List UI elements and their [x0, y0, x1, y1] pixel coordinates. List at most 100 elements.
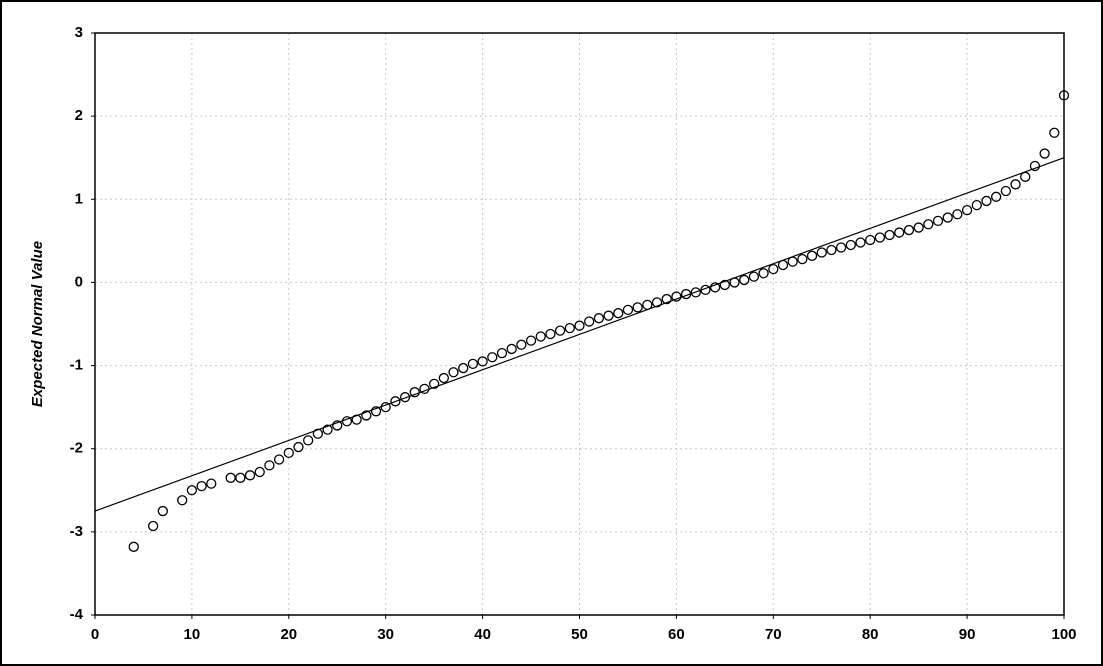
data-point — [593, 313, 605, 324]
x-tick-label: 30 — [377, 626, 394, 643]
y-tick-label: 2 — [75, 107, 83, 124]
data-point — [370, 406, 382, 417]
data-point — [235, 472, 246, 483]
data-point — [458, 362, 469, 374]
data-point — [816, 247, 827, 258]
plot-frame — [94, 32, 1065, 616]
data-point — [952, 209, 963, 220]
y-tick-label: 3 — [75, 24, 83, 41]
data-point — [1058, 90, 1070, 101]
data-point — [186, 485, 198, 496]
data-point — [206, 478, 217, 489]
data-point — [177, 495, 188, 506]
data-point — [196, 480, 207, 492]
data-point — [787, 256, 798, 267]
data-point — [564, 323, 575, 334]
data-point — [865, 234, 876, 246]
data-point — [991, 191, 1002, 202]
y-axis-label: Expected Normal Value — [29, 241, 46, 407]
data-point — [448, 367, 459, 378]
data-point — [264, 460, 275, 471]
data-point — [322, 424, 333, 435]
data-point — [961, 204, 973, 216]
data-point — [525, 335, 537, 346]
data-point — [554, 325, 566, 336]
data-point — [545, 328, 556, 340]
data-point — [622, 304, 634, 316]
data-point — [157, 505, 168, 517]
y-tick-label: 1 — [75, 190, 83, 207]
data-point — [855, 237, 866, 248]
data-point — [661, 293, 672, 305]
data-point — [535, 331, 546, 342]
data-point — [806, 250, 818, 261]
data-point — [273, 454, 285, 465]
data-point — [651, 297, 663, 308]
x-tick-label: 0 — [91, 626, 99, 643]
data-point — [1029, 160, 1041, 172]
data-point — [719, 279, 730, 291]
data-point — [603, 310, 614, 321]
data-point — [399, 392, 411, 403]
y-tick-label: -4 — [70, 606, 84, 623]
data-point — [768, 263, 779, 275]
x-tick-label: 40 — [474, 626, 491, 643]
x-tick-label: 20 — [280, 626, 297, 643]
data-point — [835, 242, 847, 253]
data-point — [1010, 179, 1021, 190]
data-point — [758, 268, 769, 279]
data-point — [942, 212, 953, 223]
data-point — [506, 343, 517, 355]
data-point — [1020, 171, 1031, 182]
y-tick-label: -1 — [70, 357, 83, 374]
data-point — [438, 372, 449, 384]
data-point — [874, 232, 886, 243]
data-point — [1049, 127, 1060, 138]
data-point — [428, 378, 440, 390]
data-point — [147, 520, 159, 532]
data-point — [303, 435, 314, 446]
data-point — [894, 227, 905, 238]
x-tick-label: 100 — [1051, 626, 1076, 643]
data-point — [613, 308, 624, 319]
data-point — [826, 244, 837, 256]
y-tick-label: -3 — [70, 523, 83, 540]
data-point — [487, 352, 498, 363]
x-tick-label: 10 — [184, 626, 201, 643]
data-point — [923, 219, 934, 230]
data-point — [516, 339, 527, 350]
x-tick-label: 70 — [765, 626, 782, 643]
data-point — [283, 447, 294, 459]
y-tick-label: 0 — [75, 273, 83, 290]
data-point — [971, 199, 982, 211]
data-point — [477, 356, 488, 367]
x-tick-label: 90 — [959, 626, 976, 643]
data-point — [390, 396, 401, 407]
x-tick-label: 50 — [571, 626, 588, 643]
data-point — [748, 271, 760, 282]
data-point — [332, 420, 343, 431]
x-tick-label: 60 — [668, 626, 685, 643]
data-point — [845, 239, 856, 251]
data-point — [254, 466, 265, 478]
data-point — [671, 291, 682, 302]
data-point — [710, 282, 721, 293]
data-point — [496, 347, 508, 359]
data-point — [903, 224, 915, 236]
data-point — [690, 287, 701, 298]
data-point — [361, 410, 372, 421]
data-point — [884, 229, 895, 241]
x-tick-label: 80 — [862, 626, 879, 643]
data-point — [797, 253, 808, 265]
data-point — [913, 222, 924, 233]
data-point — [409, 387, 420, 398]
data-point — [128, 541, 139, 552]
data-point — [1000, 185, 1012, 197]
data-point — [467, 358, 479, 370]
data-point — [632, 302, 643, 313]
data-point — [584, 316, 595, 327]
y-tick-label: -2 — [70, 440, 83, 457]
data-point — [739, 274, 750, 286]
